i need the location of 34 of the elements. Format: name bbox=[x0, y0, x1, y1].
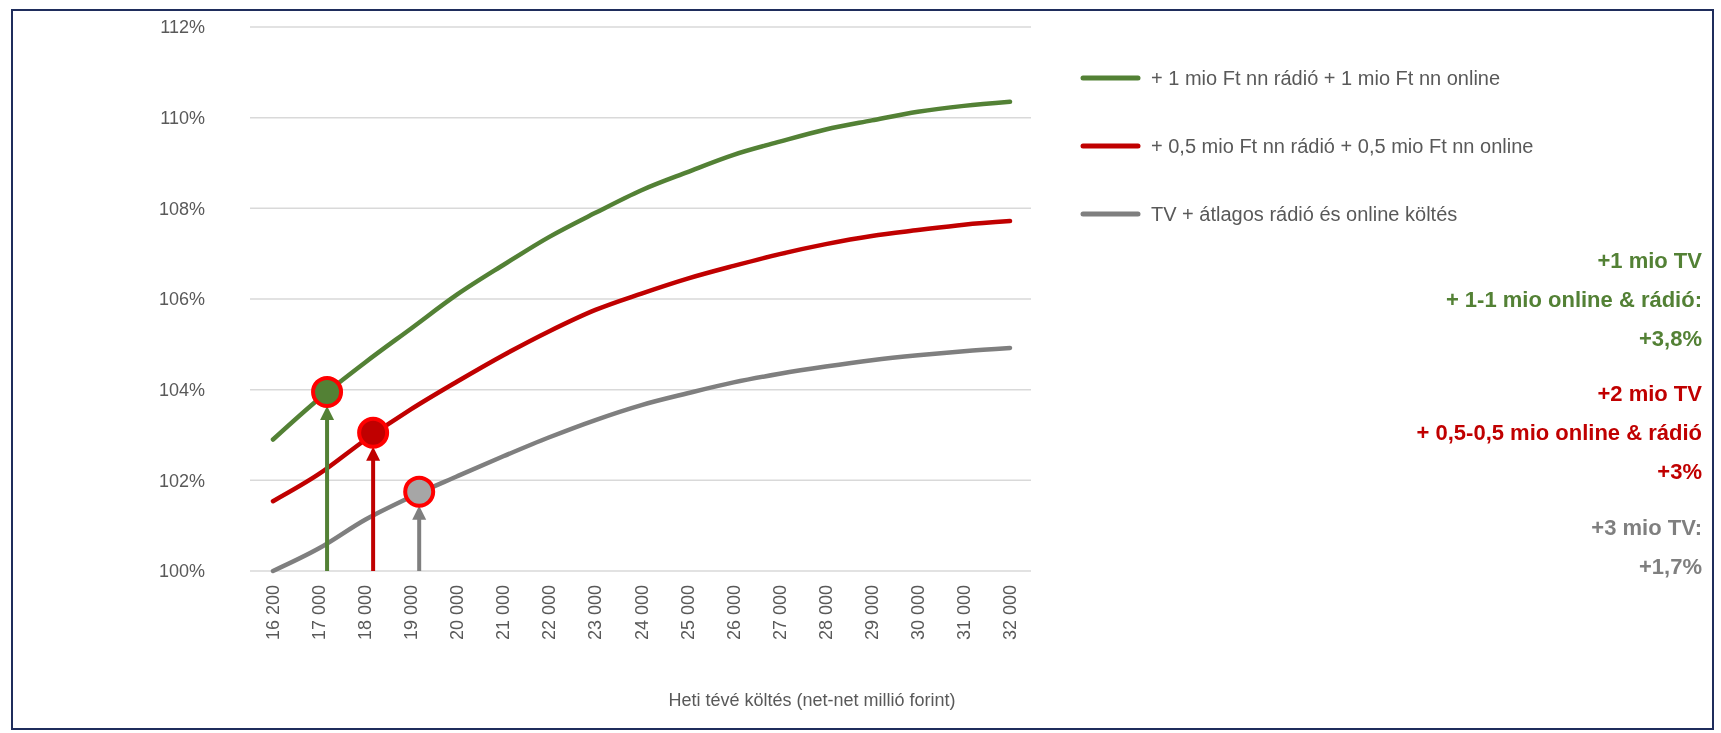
x-tick-label: 18 000 bbox=[355, 585, 376, 641]
x-tick-label: 31 000 bbox=[953, 585, 974, 641]
x-tick-label: 26 000 bbox=[723, 585, 744, 641]
line-series bbox=[270, 218, 1013, 504]
y-tick-label: 104% bbox=[158, 379, 205, 400]
text: +1 mio TV + 1-1 mio online & rádió: +3,8% bbox=[1445, 248, 1703, 351]
legend-label: TV + átlagos rádió és online költés bbox=[1151, 203, 1458, 225]
x-tick-label: 29 000 bbox=[861, 585, 882, 641]
x-tick-label: 30 000 bbox=[907, 585, 928, 641]
line-series bbox=[270, 345, 1013, 574]
x-tick-label: 32 000 bbox=[1000, 585, 1020, 641]
y-tick-label: 106% bbox=[158, 289, 205, 310]
text: +2 mio TV + 0,5-0,5 mio online & rádió +3% bbox=[1416, 381, 1703, 484]
x-axis-title: Heti tévé költés (net-net millió forint) bbox=[668, 690, 956, 710]
x-tick-label: 28 000 bbox=[815, 585, 836, 641]
y-tick-label: 100% bbox=[158, 561, 205, 582]
legend-label: + 0,5 mio Ft nn rádió + 0,5 mio Ft nn online bbox=[1151, 135, 1534, 157]
x-tick-label: 27 000 bbox=[769, 585, 790, 641]
y-tick-label: 102% bbox=[158, 470, 205, 491]
text: +3 mio TV: +1,7% bbox=[1591, 515, 1702, 579]
x-tick-label: 21 000 bbox=[493, 585, 514, 641]
legend-label: + 1 mio Ft nn rádió + 1 mio Ft nn online bbox=[1151, 67, 1501, 89]
x-tick-label: 22 000 bbox=[539, 585, 560, 641]
x-tick-label: 25 000 bbox=[677, 585, 698, 641]
line-series bbox=[270, 99, 1013, 442]
x-tick-label: 24 000 bbox=[631, 585, 652, 641]
x-tick-label: 19 000 bbox=[401, 585, 422, 641]
y-tick-label: 108% bbox=[158, 198, 205, 219]
x-tick-label: 20 000 bbox=[447, 585, 468, 641]
y-tick-label: 112% bbox=[160, 17, 205, 38]
y-tick-label: 110% bbox=[160, 107, 205, 128]
x-tick-label: 16 200 bbox=[263, 585, 283, 641]
x-tick-label: 23 000 bbox=[585, 585, 606, 641]
x-tick-label: 17 000 bbox=[309, 585, 330, 641]
